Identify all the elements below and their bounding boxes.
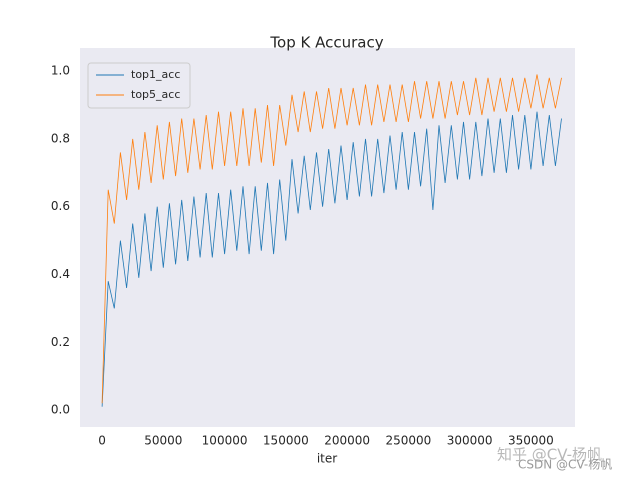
- legend-label: top1_acc: [131, 68, 180, 81]
- chart-title: Top K Accuracy: [269, 34, 383, 52]
- watermark: 知乎 @CV-杨帆: [497, 446, 602, 464]
- legend-label: top5_acc: [131, 88, 180, 101]
- y-tick-label: 0.8: [51, 131, 70, 145]
- series-line: [101, 111, 562, 407]
- x-tick-label: 300000: [447, 434, 493, 448]
- plot-area: [80, 48, 575, 427]
- y-tick-label: 0.2: [51, 335, 70, 349]
- series-line: [101, 74, 562, 404]
- legend-box: [87, 62, 191, 109]
- x-tick-label: 250000: [385, 434, 431, 448]
- y-tick-label: 0.4: [51, 267, 70, 281]
- y-tick-label: 0.6: [51, 199, 70, 213]
- x-tick-label: 200000: [324, 434, 370, 448]
- x-tick-label: 350000: [508, 434, 554, 448]
- x-axis-label: iter: [317, 452, 337, 466]
- y-tick-label: 1.0: [51, 64, 70, 78]
- x-tick-label: 100000: [202, 434, 248, 448]
- watermark: CSDN @CV-杨帆: [518, 457, 612, 472]
- x-tick-label: 150000: [263, 434, 309, 448]
- x-tick-label: 50000: [144, 434, 182, 448]
- y-tick-label: 0.0: [51, 403, 70, 417]
- x-tick-label: 0: [98, 434, 106, 448]
